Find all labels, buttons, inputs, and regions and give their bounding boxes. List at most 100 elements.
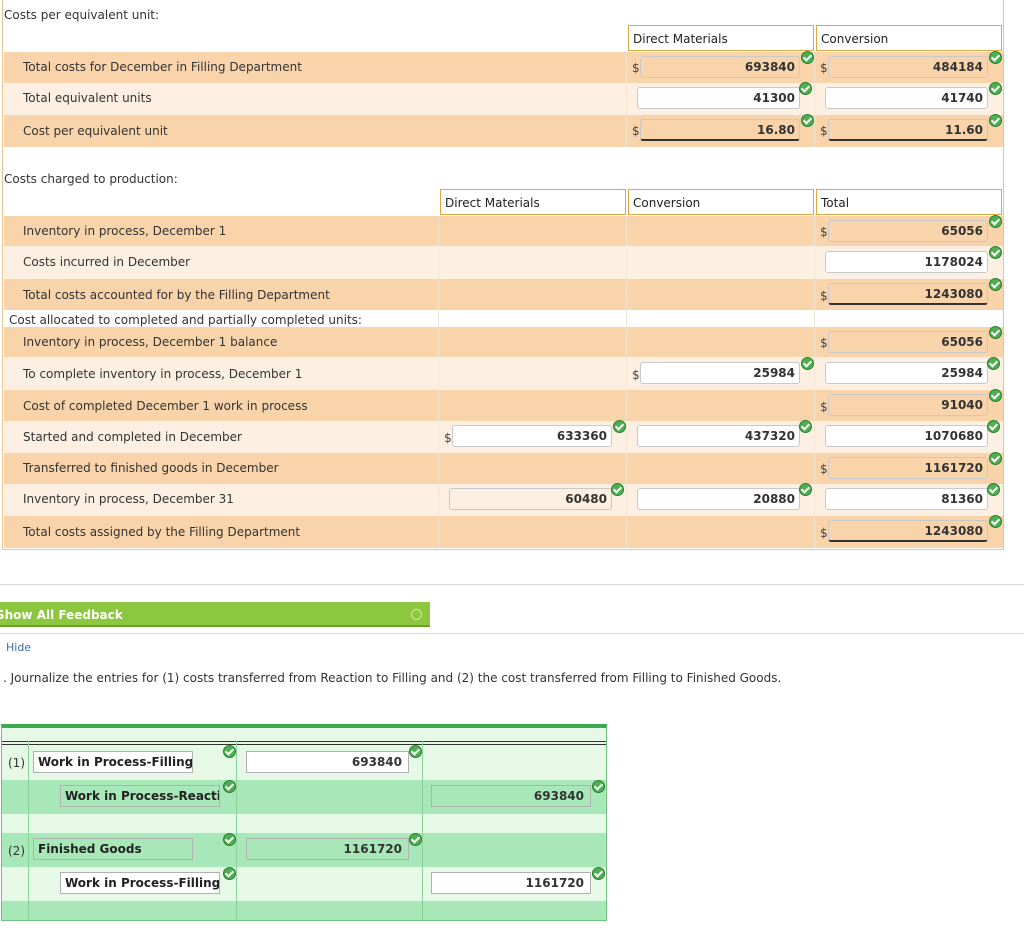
correct-check-icon — [987, 357, 1000, 370]
to-complete-total-input[interactable]: 25984 — [825, 362, 988, 384]
header-rule — [2, 741, 606, 745]
charged-header-conversion: Conversion — [628, 189, 814, 215]
inventory-dec31-dm-input[interactable]: 60480 — [449, 488, 612, 510]
dollar-sign: $ — [820, 225, 828, 239]
dollar-sign: $ — [820, 526, 828, 540]
column-divider — [422, 741, 423, 920]
toggle-circle-icon — [411, 609, 422, 620]
correct-check-icon — [989, 452, 1002, 465]
charged-row-total-assigned: Total costs assigned by the Filling Depa… — [4, 516, 1003, 548]
dollar-sign: $ — [632, 124, 640, 138]
journal-debit-input[interactable]: 1161720 — [246, 838, 409, 860]
dollar-sign: $ — [820, 124, 828, 138]
eu-units-dm-input[interactable]: 41300 — [637, 87, 800, 109]
correct-check-icon — [989, 51, 1002, 64]
correct-check-icon — [799, 420, 812, 433]
journal-spacer — [2, 814, 606, 833]
eu-units-conv-input[interactable]: 41740 — [825, 87, 988, 109]
inventory-dec31-conv-input[interactable]: 20880 — [637, 488, 800, 510]
journal-account-select[interactable]: Work in Process-Filling Depa — [33, 751, 193, 773]
row-label: Total costs for December in Filling Depa… — [23, 60, 302, 74]
column-divider — [626, 52, 627, 147]
dollar-sign: $ — [820, 462, 828, 476]
costs-incurred-total-input[interactable]: 1178024 — [825, 251, 988, 273]
started-completed-total-input[interactable]: 1070680 — [825, 425, 988, 447]
hide-link[interactable]: Hide — [6, 641, 32, 654]
eu-header-conversion: Conversion — [816, 25, 1002, 51]
divider — [0, 633, 1024, 634]
total-assigned-input[interactable]: 1243080 — [828, 520, 988, 542]
row-label: Transferred to finished goods in Decembe… — [23, 461, 279, 475]
correct-check-icon — [987, 420, 1000, 433]
dollar-sign: $ — [632, 368, 640, 382]
divider — [0, 584, 1024, 585]
completed-dec1-total-input[interactable]: 91040 — [828, 394, 988, 416]
row-label: Cost per equivalent unit — [23, 124, 168, 138]
entry-number: (2) — [8, 844, 25, 858]
correct-check-icon — [801, 114, 814, 127]
row-label: Inventory in process, December 31 — [23, 492, 234, 506]
journal-debit-input[interactable]: 693840 — [246, 751, 409, 773]
show-all-feedback-button[interactable]: Show All Feedback — [0, 602, 430, 627]
dollar-sign: $ — [444, 431, 452, 445]
entry-number: (1) — [8, 756, 25, 770]
journal-credit-input[interactable]: 1161720 — [431, 872, 591, 894]
to-complete-conv-input[interactable]: 25984 — [640, 362, 800, 384]
row-label: Total costs assigned by the Filling Depa… — [23, 525, 301, 539]
inventory-balance-total-input[interactable]: 65056 — [828, 331, 988, 353]
row-label: Total costs accounted for by the Filling… — [23, 288, 330, 302]
cost-allocated-sublabel: Cost allocated to completed and partiall… — [9, 313, 362, 327]
correct-check-icon — [611, 483, 624, 496]
row-label: Cost of completed December 1 work in pro… — [23, 399, 308, 413]
eu-cost-per-unit-dm-input[interactable]: 16.80 — [640, 119, 800, 141]
journal-credit-input[interactable]: 693840 — [431, 785, 591, 807]
column-divider — [438, 216, 439, 548]
column-divider — [814, 52, 815, 147]
dollar-sign: $ — [820, 400, 828, 414]
column-divider — [28, 741, 29, 920]
eu-row-cost-per-unit: Cost per equivalent unit — [4, 115, 1003, 147]
journal-account-select[interactable]: Work in Process-Reaction De — [60, 785, 220, 807]
correct-check-icon — [987, 483, 1000, 496]
eu-cost-per-unit-conv-input[interactable]: 11.60 — [828, 119, 988, 141]
correct-check-icon — [409, 833, 422, 846]
column-divider — [236, 741, 237, 920]
costs-per-eu-label: Costs per equivalent unit: — [4, 8, 160, 22]
row-label: Inventory in process, December 1 balance — [23, 335, 278, 349]
eu-total-costs-conv-input[interactable]: 484184 — [828, 56, 988, 78]
started-completed-dm-input[interactable]: 633360 — [452, 425, 612, 447]
correct-check-icon — [592, 780, 605, 793]
correct-check-icon — [989, 515, 1002, 528]
correct-check-icon — [801, 51, 814, 64]
dollar-sign: $ — [820, 289, 828, 303]
journal-account-select[interactable]: Finished Goods — [33, 838, 193, 860]
eu-total-costs-dm-input[interactable]: 693840 — [640, 56, 800, 78]
correct-check-icon — [223, 780, 236, 793]
correct-check-icon — [989, 389, 1002, 402]
eu-header-direct-materials: Direct Materials — [628, 25, 814, 51]
total-accounted-input[interactable]: 1243080 — [828, 283, 988, 305]
correct-check-icon — [799, 82, 812, 95]
correct-check-icon — [409, 745, 422, 758]
correct-check-icon — [223, 745, 236, 758]
correct-check-icon — [592, 867, 605, 880]
transferred-fg-total-input[interactable]: 1161720 — [828, 457, 988, 479]
inventory-dec1-total-input[interactable]: 65056 — [828, 220, 988, 242]
dollar-sign: $ — [820, 336, 828, 350]
correct-check-icon — [989, 114, 1002, 127]
column-divider — [626, 216, 627, 548]
correct-check-icon — [989, 278, 1002, 291]
row-label: Total equivalent units — [23, 91, 152, 105]
journal-account-select[interactable]: Work in Process-Filling Depa — [60, 872, 220, 894]
journal-footer — [2, 901, 606, 920]
inventory-dec31-total-input[interactable]: 81360 — [825, 488, 988, 510]
row-label: Started and completed in December — [23, 430, 242, 444]
row-label: To complete inventory in process, Decemb… — [23, 367, 303, 381]
dollar-sign: $ — [820, 61, 828, 75]
correct-check-icon — [799, 483, 812, 496]
row-label: Costs incurred in December — [23, 255, 191, 269]
correct-check-icon — [801, 357, 814, 370]
correct-check-icon — [989, 246, 1002, 259]
started-completed-conv-input[interactable]: 437320 — [637, 425, 800, 447]
charged-header-direct-materials: Direct Materials — [440, 189, 626, 215]
